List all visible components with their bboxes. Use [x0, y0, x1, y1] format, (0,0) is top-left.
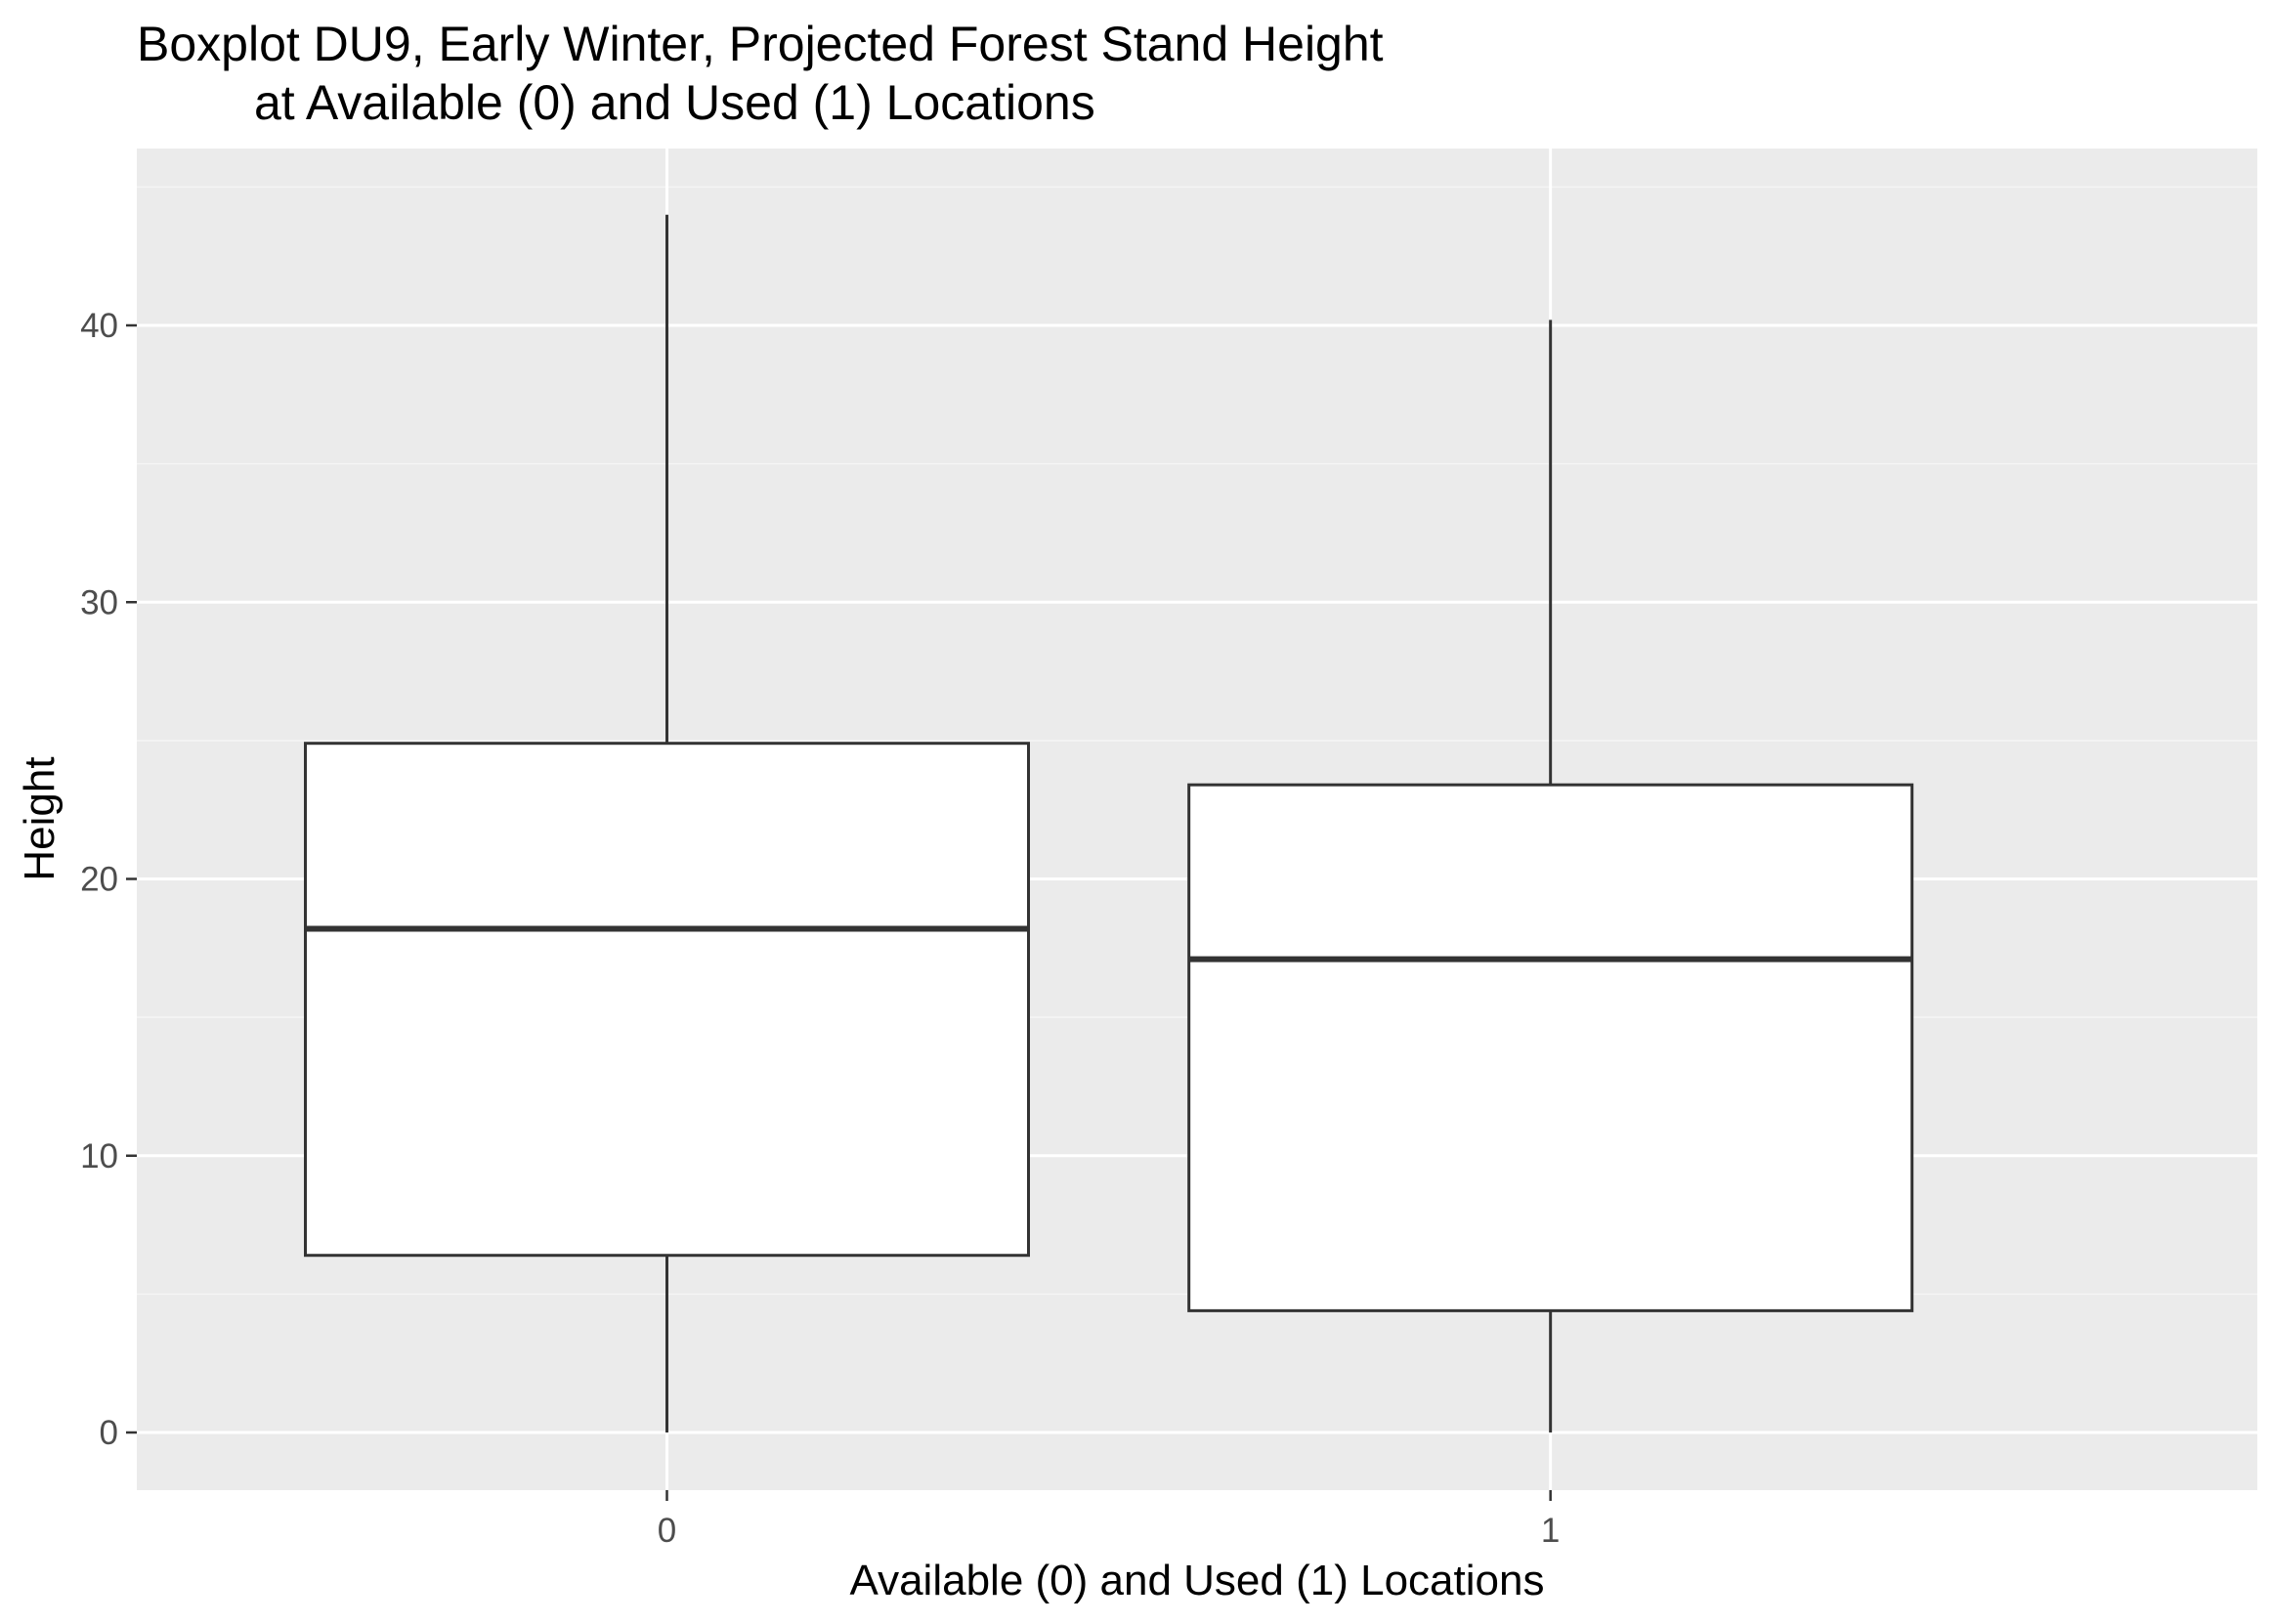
box-1: [1187, 320, 1914, 1432]
chart-title-line-1: Boxplot DU9, Early Winter, Projected For…: [137, 17, 1384, 71]
y-axis-title: Height: [16, 756, 64, 880]
box-iqr: [1187, 783, 1914, 1312]
box-iqr: [304, 742, 1030, 1258]
y-tick-label: 40: [80, 307, 118, 345]
x-tick-label: 0: [658, 1512, 676, 1550]
x-axis-title: Available (0) and Used (1) Locations: [850, 1557, 1545, 1604]
box-series: [304, 214, 1914, 1432]
y-tick-label: 0: [100, 1414, 118, 1452]
y-axis: 0 10 20 30 40: [80, 307, 137, 1452]
box-0: [304, 214, 1030, 1432]
y-tick-label: 10: [80, 1137, 118, 1175]
y-tick-label: 20: [80, 861, 118, 899]
x-tick-label: 1: [1541, 1512, 1560, 1550]
y-tick-label: 30: [80, 583, 118, 621]
chart-title-line-2: at Available (0) and Used (1) Locations: [254, 75, 1095, 130]
